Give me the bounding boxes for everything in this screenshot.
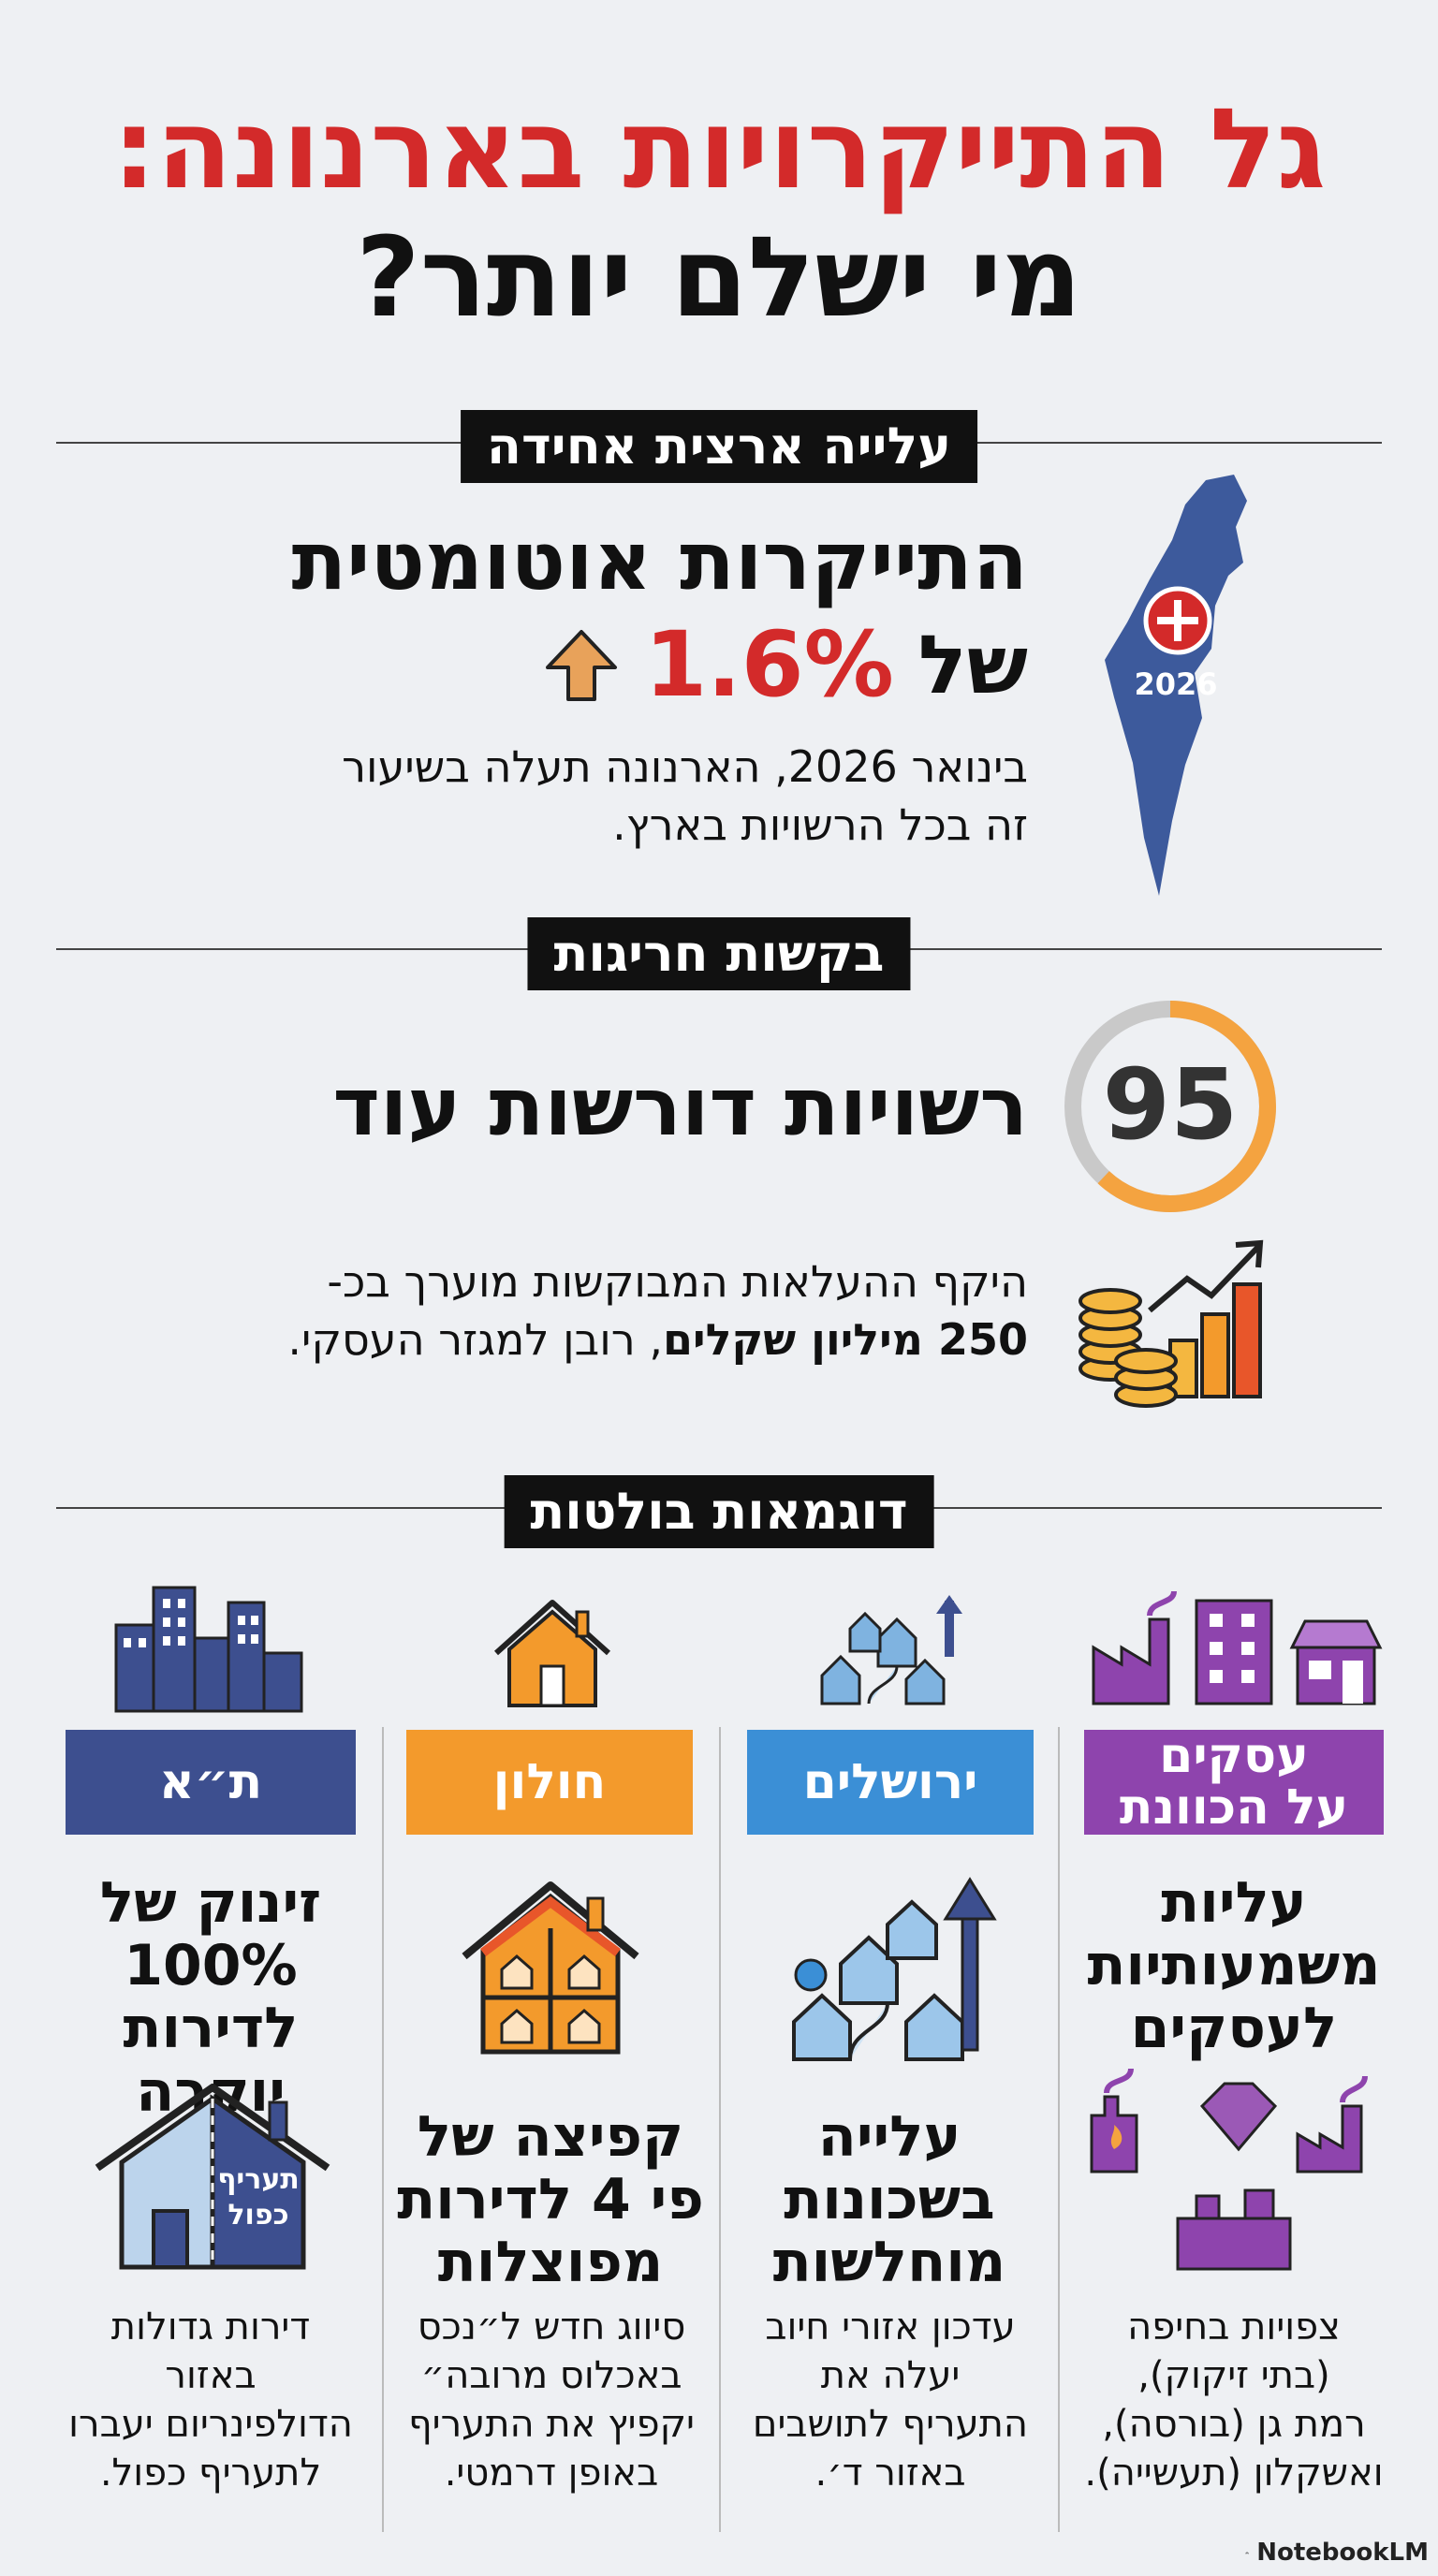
count-gauge-icon xyxy=(1064,1001,1276,1212)
column-band-businesses: עסקים על הכוונת xyxy=(1084,1730,1384,1835)
headline-line: זינוק של xyxy=(99,1870,322,1936)
description-line: התעריף לתושבים xyxy=(752,2403,1029,2446)
description-line: באזור ד׳. xyxy=(814,2452,966,2495)
section-2-headline: רשויות דורשות עוד xyxy=(332,1061,1028,1154)
footer-brand-text: NotebookLM xyxy=(1256,2539,1429,2567)
column-divider xyxy=(382,1727,384,2532)
amount-rest: , רובן למגזר העסקי. xyxy=(287,1314,663,1365)
headline-line: מוחלשות xyxy=(772,2230,1006,2296)
neighborhood-icon xyxy=(820,1595,962,1705)
tel-aviv-description: דירות גדולות באזור הדולפינריום יעברו לתע… xyxy=(51,2303,371,2497)
headline-line: בשכונות xyxy=(784,2167,995,2233)
amount-bold: 250 מיליון שקלים xyxy=(663,1314,1028,1365)
description-line: צפויות בחיפה xyxy=(1127,2305,1341,2349)
headline-line: פי 4 לדירות xyxy=(397,2167,704,2233)
headline-line: 100% xyxy=(124,1933,298,1999)
description-line: עדכון אזורי חיוב xyxy=(765,2305,1016,2349)
map-year-label: 2026 xyxy=(1134,666,1218,702)
neighborhood-rising-icon xyxy=(792,1877,997,2061)
city-skyline-icon xyxy=(114,1586,303,1713)
description-line: באופן דרמטי. xyxy=(444,2452,659,2495)
section-1-body-line-1: בינואר 2026, הארנונה תעלה בשיעור xyxy=(342,741,1028,792)
section-1-headline-prefix: של xyxy=(917,618,1028,712)
authorities-count: 95 xyxy=(1102,1047,1239,1162)
arrow-up-icon xyxy=(545,629,617,701)
headline-line: עלייה xyxy=(817,2104,961,2170)
column-title-line-2: על הכוונת xyxy=(1119,1779,1349,1836)
section-2-label: בקשות חריגות xyxy=(527,917,911,991)
description-line: ואשקלון (תעשייה). xyxy=(1084,2452,1384,2495)
coins-growth-icon xyxy=(1078,1239,1264,1408)
column-divider xyxy=(719,1727,721,2532)
section-1-body-line-2: זה בכל הרשויות בארץ. xyxy=(612,799,1028,850)
house-rate-label-line: כפול xyxy=(227,2198,289,2232)
businesses-headline: עליות משמעותיות לעסקים xyxy=(1067,1870,1401,2062)
section-1-headline: התייקרות אוטומטית xyxy=(291,515,1028,608)
description-line: (בתי זיקוק), xyxy=(1137,2354,1330,2397)
description-line: הדולפינריום יעברו xyxy=(68,2403,353,2446)
headline-line: מפוצלות xyxy=(437,2230,664,2296)
israel-map-icon xyxy=(1105,475,1247,896)
jerusalem-description: עדכון אזורי חיוב יעלה את התעריף לתושבים … xyxy=(732,2303,1049,2497)
headline-line: לעסקים xyxy=(1130,1996,1338,2062)
description-line: סיווג חדש ל״נכס xyxy=(417,2305,686,2349)
description-line: באכלוס מרובה״ xyxy=(420,2354,682,2397)
main-title-line-2: מי ישלם יותר? xyxy=(356,212,1082,342)
column-band-tel-aviv: ת״א xyxy=(66,1730,356,1835)
headline-line: משמעותיות xyxy=(1087,1933,1381,1999)
section-2-body-line-1: היקף ההעלאות המבוקשות מוערך בכ- xyxy=(327,1256,1028,1307)
column-band-holon: חולון xyxy=(406,1730,693,1835)
column-title: חולון xyxy=(492,1753,607,1810)
footer-brand: NotebookLM xyxy=(1245,2539,1429,2567)
description-line: יקפיץ את התעריף xyxy=(408,2403,695,2446)
section-3-label: דוגמאות בולטות xyxy=(504,1475,934,1549)
headline-line: קפיצה של xyxy=(417,2104,684,2170)
description-line: יעלה את xyxy=(820,2354,961,2397)
house-rate-label: תעריף כפול xyxy=(212,2162,305,2232)
businesses-description: צפויות בחיפה (בתי זיקוק), רמת גן (בורסה)… xyxy=(1077,2303,1391,2497)
section-1-label: עלייה ארצית אחידה xyxy=(460,410,978,484)
description-line: לתעריף כפול. xyxy=(99,2452,322,2495)
description-line: באזור xyxy=(165,2354,257,2397)
holon-description: סיווג חדש ל״נכס באכלוס מרובה״ יקפיץ את ה… xyxy=(393,2303,710,2497)
description-line: דירות גדולות xyxy=(110,2305,311,2349)
holon-headline: קפיצה של פי 4 לדירות מפוצלות xyxy=(391,2104,710,2296)
column-title: ירושלים xyxy=(802,1753,978,1810)
main-title-line-1: גל התייקרויות בארנונה: xyxy=(111,84,1327,213)
section-2-body-line-2: 250 מיליון שקלים, רובן למגזר העסקי. xyxy=(92,1312,1028,1368)
house-rate-label-line: תעריף xyxy=(217,2163,300,2196)
industry-diamond-icon xyxy=(1090,2068,1368,2271)
percent-value: 1.6% xyxy=(644,612,894,717)
split-house-icon xyxy=(462,1881,639,2055)
tel-aviv-headline: זינוק של 100% לדירות יוקרה xyxy=(47,1870,374,2124)
double-rate-house-icon xyxy=(95,2084,330,2270)
jerusalem-headline: עלייה בשכונות מוחלשות xyxy=(730,2104,1049,2296)
column-title: ת״א xyxy=(158,1753,263,1810)
column-title: עסקים xyxy=(1159,1728,1309,1785)
column-band-jerusalem: ירושלים xyxy=(747,1730,1034,1835)
headline-line: עליות xyxy=(1161,1870,1307,1936)
section-1-headline-row: של 1.6% xyxy=(92,612,1028,717)
notebooklm-logo-icon xyxy=(1245,2552,1249,2554)
house-icon xyxy=(493,1600,611,1707)
factory-buildings-icon xyxy=(1092,1590,1383,1705)
column-divider xyxy=(1058,1727,1060,2532)
description-line: רמת גן (בורסה), xyxy=(1102,2403,1366,2446)
